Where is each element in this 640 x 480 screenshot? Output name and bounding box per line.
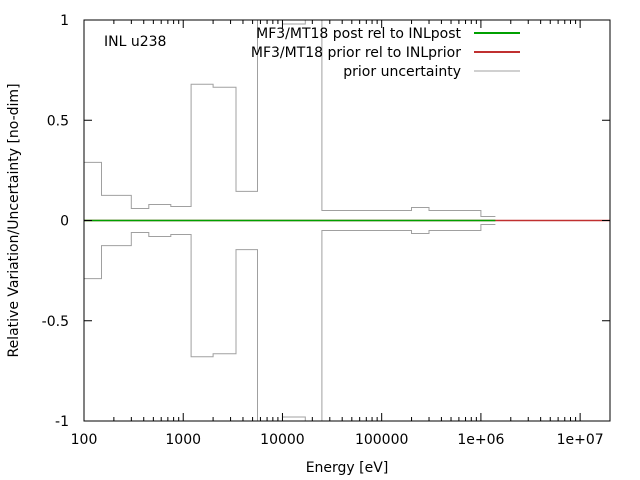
x-tick-label: 100 bbox=[71, 432, 98, 448]
y-tick-label: -0.5 bbox=[42, 314, 69, 330]
y-tick-label: -1 bbox=[55, 414, 69, 430]
x-tick-label: 1000 bbox=[165, 432, 201, 448]
chart-annotation: INL u238 bbox=[104, 34, 166, 50]
x-tick-label: 100000 bbox=[355, 432, 408, 448]
y-axis-title: Relative Variation/Uncertainty [no-dim] bbox=[6, 83, 22, 357]
x-tick-label: 10000 bbox=[260, 432, 305, 448]
uncertainty-step-upper bbox=[84, 20, 496, 217]
y-tick-label: 0.5 bbox=[47, 113, 69, 129]
legend-label: MF3/MT18 prior rel to INLprior bbox=[251, 45, 461, 61]
x-tick-label: 1e+06 bbox=[457, 432, 504, 448]
legend-label: prior uncertainty bbox=[343, 64, 461, 80]
y-tick-label: 1 bbox=[60, 13, 69, 29]
uncertainty-step-lower bbox=[84, 224, 496, 421]
axes: -1 -0.5 0 0.5 1 100 1000 10000 100000 1e+06 1e+07 bbox=[42, 13, 611, 448]
x-axis-title: Energy [eV] bbox=[306, 460, 389, 476]
y-tick-label: 0 bbox=[60, 214, 69, 230]
plot-area bbox=[84, 20, 610, 421]
x-tick-label: 1e+07 bbox=[557, 432, 604, 448]
legend: MF3/MT18 post rel to INLpost MF3/MT18 pri… bbox=[251, 26, 520, 80]
legend-label: MF3/MT18 post rel to INLpost bbox=[256, 26, 461, 42]
